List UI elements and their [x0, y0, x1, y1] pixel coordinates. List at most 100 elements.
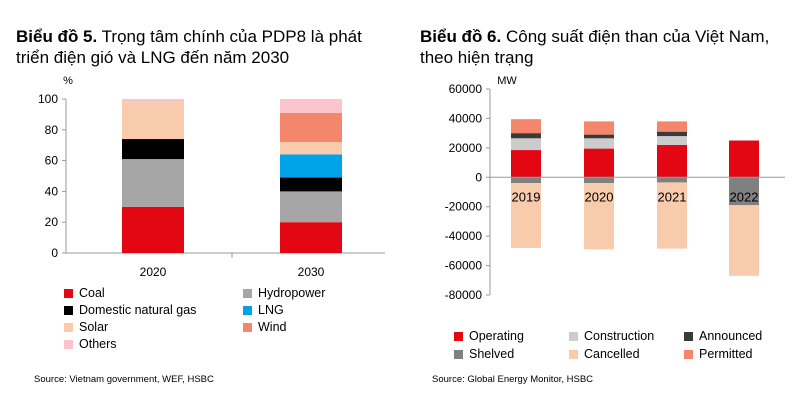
y-tick-label: 80 [45, 123, 59, 137]
bar-segment-operating-2022 [729, 140, 759, 178]
chart-title-bold: Biểu đồ 6. [420, 27, 502, 46]
legend-label: Others [79, 337, 117, 351]
bar-segment-operating-2021 [657, 144, 687, 178]
legend-label: Construction [584, 329, 655, 343]
y-tick-label: -80000 [445, 288, 483, 302]
legend-item-others: Others [64, 337, 117, 351]
bar-segment-permitted-2020 [584, 121, 614, 135]
bar-segment-shelved-2021 [657, 177, 687, 183]
legend-swatch [454, 349, 463, 359]
legend-label: Hydropower [258, 286, 326, 300]
y-tick-label: 20000 [449, 141, 483, 155]
bar-segment-coal-2030 [280, 222, 342, 253]
legend-swatch [64, 322, 73, 332]
bar-segment-cancelled-2021 [657, 182, 687, 249]
x-tick-label: 2019 [512, 189, 541, 204]
y-tick-label: 60 [45, 154, 59, 168]
legend-label: Domestic natural gas [79, 303, 197, 317]
legend-label: Permitted [699, 347, 753, 361]
legend-item-announced: Announced [684, 329, 762, 343]
bar-segment-hydropower-2020 [122, 159, 184, 207]
bar-segment-cancelled-2020 [584, 183, 614, 250]
legend-swatch [64, 288, 73, 298]
chart-source: Source: Vietnam government, WEF, HSBC [34, 374, 214, 385]
y-tick-label: 0 [475, 170, 482, 184]
legend-label: Wind [258, 320, 287, 334]
bar-segment-permitted-2021 [657, 121, 687, 132]
legend-swatch [243, 305, 252, 315]
x-tick-label: 2020 [140, 265, 167, 279]
y-tick-label: -40000 [445, 229, 483, 243]
y-tick-label: 40000 [449, 111, 483, 125]
chart-title-text: Trọng tâm chính của PDP8 là phát triển đ… [16, 27, 362, 67]
bar-segment-lng-2030 [280, 154, 342, 178]
legend-swatch [569, 349, 578, 359]
legend-item-permitted: Permitted [684, 347, 753, 361]
y-tick-label: 20 [45, 215, 59, 229]
legend-swatch [243, 288, 252, 298]
x-tick-label: 2022 [730, 189, 759, 204]
legend-item-shelved: Shelved [454, 347, 514, 361]
legend-item-wind: Wind [243, 320, 286, 334]
x-tick-label: 2030 [298, 265, 325, 279]
bar-segment-cancelled-2019 [511, 183, 541, 248]
legend-swatch [454, 331, 463, 341]
bar-segment-announced-2021 [657, 131, 687, 137]
bar-segment-shelved-2022 [729, 177, 759, 206]
bar-segment-solar-2030 [280, 142, 342, 155]
bar-segment-hydropower-2030 [280, 191, 342, 223]
legend-swatch [64, 305, 73, 315]
bar-segment-shelved-2020 [584, 177, 614, 184]
legend-label: Shelved [469, 347, 515, 361]
bar-segment-permitted-2019 [511, 119, 541, 134]
chart-panel-pdp8: Biểu đồ 5. Trọng tâm chính của PDP8 là p… [16, 26, 386, 385]
bar-segment-coal-2020 [122, 206, 184, 253]
y-tick-label: -60000 [445, 259, 483, 273]
legend-item-domestic-natural-gas: Domestic natural gas [64, 303, 196, 317]
legend-swatch [569, 331, 578, 341]
y-tick-label: 60000 [449, 82, 483, 96]
legend-label: Coal [79, 286, 105, 300]
legend-item-hydropower: Hydropower [243, 286, 325, 300]
chart-panel-coal: Biểu đồ 6. Công suất điện than của Việt … [400, 0, 800, 400]
bar-segment-domestic-natural-gas-2020 [122, 139, 184, 160]
bar-segment-announced-2020 [584, 134, 614, 139]
bar-segment-cancelled-2022 [729, 205, 759, 276]
chart-title: Biểu đồ 5. Trọng tâm chính của PDP8 là p… [16, 26, 386, 68]
y-tick-label: -20000 [445, 200, 483, 214]
bar-segment-construction-2021 [657, 136, 687, 145]
legend-label: Operating [469, 329, 524, 343]
legend-item-coal: Coal [64, 286, 105, 300]
bar-segment-others-2030 [280, 99, 342, 113]
legend-swatch [64, 339, 73, 349]
bar-segment-construction-2020 [584, 138, 614, 149]
chart-title-bold: Biểu đồ 5. [16, 27, 98, 46]
bar-segment-wind-2030 [280, 112, 342, 143]
x-tick-label: 2021 [658, 189, 687, 204]
bar-segment-shelved-2019 [511, 177, 541, 184]
legend-swatch [684, 331, 693, 341]
legend-item-cancelled: Cancelled [569, 347, 640, 361]
bar-segment-solar-2020 [122, 102, 184, 140]
legend-swatch [684, 349, 693, 359]
legend-item-construction: Construction [569, 329, 654, 343]
bar-segment-construction-2019 [511, 138, 541, 151]
bar-segment-others-2020 [122, 99, 184, 103]
legend-label: Solar [79, 320, 109, 334]
chart-title: Biểu đồ 6. Công suất điện than của Việt … [420, 26, 790, 68]
bar-segment-domestic-natural-gas-2030 [280, 177, 342, 192]
y-axis-label: MW [497, 75, 517, 87]
legend-label: Announced [699, 329, 763, 343]
chart-pdp8-svg: % 0 20 40 60 80 100 2020 2030 [38, 75, 385, 279]
chart-source: Source: Global Energy Monitor, HSBC [432, 374, 594, 385]
chart-title-text: Công suất điện than của Việt Nam, theo h… [420, 27, 770, 67]
legend-item-solar: Solar [64, 320, 108, 334]
bar-segment-announced-2019 [511, 133, 541, 139]
chart-coal-svg: MW -80000 -60000 -40000 -20000 0 20000 40000 600… [445, 75, 785, 302]
x-tick-label: 2020 [585, 189, 614, 204]
y-tick-label: 100 [38, 92, 58, 106]
y-axis-label: % [63, 75, 73, 87]
legend-swatch [243, 322, 252, 332]
bar-segment-operating-2020 [584, 148, 614, 178]
legend-item-operating: Operating [454, 329, 524, 343]
